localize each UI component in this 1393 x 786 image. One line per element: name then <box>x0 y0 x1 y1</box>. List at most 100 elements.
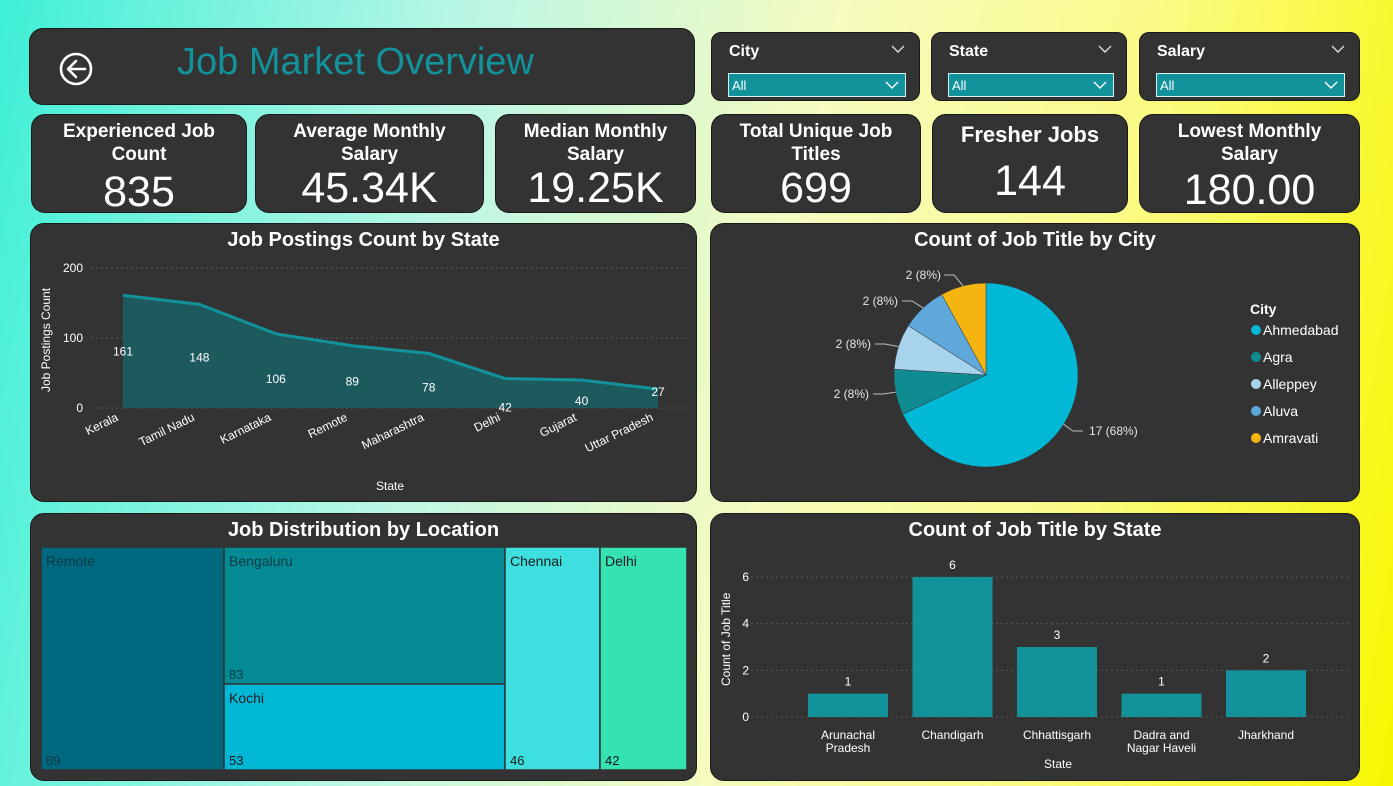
legend-marker <box>1251 433 1261 443</box>
data-label: 40 <box>575 394 589 408</box>
y-tick-label: 100 <box>63 331 83 345</box>
y-axis-label: Count of Job Title <box>719 592 733 686</box>
treemap-label: Remote <box>46 553 95 569</box>
bar <box>1122 694 1202 717</box>
data-label: 161 <box>113 344 133 358</box>
x-tick-label: Pradesh <box>826 741 871 755</box>
legend-marker <box>1251 379 1261 389</box>
x-tick-label: Kerala <box>83 410 121 438</box>
bar-value-label: 1 <box>1158 675 1165 689</box>
leader-line <box>873 392 896 394</box>
y-tick-label: 4 <box>742 617 749 631</box>
slice-label: 17 (68%) <box>1089 424 1138 438</box>
treemap-tile-kochi <box>224 684 505 770</box>
bar-value-label: 3 <box>1054 628 1061 642</box>
title-panel: Job Market Overview <box>29 28 695 105</box>
slice-label: 2 (8%) <box>906 268 941 282</box>
y-tick-label: 2 <box>742 663 749 677</box>
x-tick-label: Karnataka <box>218 410 274 447</box>
state-dropdown[interactable]: All <box>948 73 1114 97</box>
data-label: 106 <box>266 372 286 386</box>
legend-item: Aluva <box>1263 403 1298 419</box>
x-tick-label: Dadra and <box>1133 728 1189 742</box>
state-slicer-label: State <box>949 43 988 61</box>
data-label: 27 <box>651 385 665 399</box>
data-label: 148 <box>189 350 209 364</box>
treemap-value: 42 <box>605 753 619 768</box>
kpi-label: Experienced Job Count <box>32 120 246 166</box>
data-label: 42 <box>498 401 512 415</box>
kpi-value: 699 <box>712 164 920 213</box>
x-tick-label: Gujarat <box>537 410 579 440</box>
treemap-value: 89 <box>46 753 60 768</box>
treemap-label: Delhi <box>605 553 637 569</box>
chevron-down-icon <box>885 80 899 90</box>
x-tick-label: Chhattisgarh <box>1023 728 1091 742</box>
y-axis-label: Job Postings Count <box>39 287 53 392</box>
chevron-down-icon[interactable] <box>1331 44 1345 54</box>
salary-dropdown[interactable]: All <box>1156 73 1345 97</box>
back-arrow-icon[interactable] <box>58 51 94 87</box>
chevron-down-icon <box>1324 80 1338 90</box>
chevron-down-icon <box>1093 80 1107 90</box>
kpi-total-unique-job-titles: Total Unique Job Titles 699 <box>711 114 921 213</box>
bar <box>913 577 993 717</box>
data-label: 89 <box>346 375 360 389</box>
city-slicer-label: City <box>729 43 759 61</box>
legend-marker <box>1251 352 1261 362</box>
kpi-label: Median Monthly Salary <box>496 120 695 166</box>
kpi-fresher-jobs: Fresher Jobs 144 <box>932 114 1128 213</box>
leader-line <box>875 344 899 347</box>
kpi-label: Average Monthly Salary <box>256 120 483 166</box>
pie-chart: City 17 (68%) 2 (8%) 2 (8%) 2 (8%) 2 (8%) Ahm… <box>711 224 1359 501</box>
kpi-lowest-monthly-salary: Lowest Monthly Salary 180.00 <box>1139 114 1360 213</box>
treemap-value: 83 <box>229 667 243 682</box>
kpi-value: 144 <box>933 157 1127 206</box>
x-tick-label: Tamil Nadu <box>137 410 197 449</box>
legend-item: Ahmedabad <box>1263 322 1339 338</box>
y-tick-label: 0 <box>76 401 83 415</box>
kpi-value: 180.00 <box>1140 166 1359 215</box>
city-dropdown-value: All <box>732 78 746 93</box>
x-axis-label: State <box>1044 757 1072 771</box>
chevron-down-icon[interactable] <box>891 44 905 54</box>
kpi-value: 19.25K <box>496 164 695 213</box>
kpi-value: 835 <box>32 168 246 217</box>
leader-line <box>902 301 923 308</box>
bar <box>1226 670 1306 717</box>
city-dropdown[interactable]: All <box>728 73 906 97</box>
legend-item: Amravati <box>1263 430 1318 446</box>
x-tick-label: Maharashtra <box>359 410 426 452</box>
bar-chart: Count of Job Title State 02461ArunachalP… <box>711 514 1359 780</box>
city-slicer[interactable]: City All <box>711 32 920 101</box>
salary-slicer[interactable]: Salary All <box>1139 32 1360 101</box>
x-tick-label: Jharkhand <box>1238 728 1294 742</box>
kpi-experienced-job-count: Experienced Job Count 835 <box>31 114 247 213</box>
treemap-value: 46 <box>510 753 524 768</box>
job-title-by-state-card: Count of Job Title by State Count of Job… <box>710 513 1360 781</box>
legend-marker <box>1251 325 1261 335</box>
slice-label: 2 (8%) <box>834 387 869 401</box>
bar <box>1017 647 1097 717</box>
page-title: Job Market Overview <box>177 41 534 84</box>
leader-line <box>944 275 963 286</box>
treemap-tile-chennai <box>505 547 600 770</box>
legend-item: Agra <box>1263 349 1293 365</box>
kpi-label: Fresher Jobs <box>933 123 1127 146</box>
chevron-down-icon[interactable] <box>1098 44 1112 54</box>
state-slicer[interactable]: State All <box>931 32 1127 101</box>
x-tick-label: Delhi <box>472 410 503 435</box>
state-dropdown-value: All <box>952 78 966 93</box>
x-tick-label: Uttar Pradesh <box>583 410 656 455</box>
treemap-tile-remote <box>41 547 224 770</box>
treemap-label: Kochi <box>229 690 264 706</box>
treemap-value: 53 <box>229 753 243 768</box>
job-distribution-card: Job Distribution by Location Remote 89 Ben… <box>30 513 697 781</box>
treemap-chart: Remote 89 Bengaluru 83 Kochi 53 Chennai 46 Delhi… <box>31 514 696 780</box>
job-postings-by-state-card: Job Postings Count by State Job Postings… <box>30 223 697 502</box>
salary-slicer-label: Salary <box>1157 43 1205 61</box>
x-tick-label: Arunachal <box>821 728 875 742</box>
x-tick-label: Remote <box>306 410 350 441</box>
bar-value-label: 2 <box>1263 651 1270 665</box>
bar-value-label: 6 <box>949 558 956 572</box>
